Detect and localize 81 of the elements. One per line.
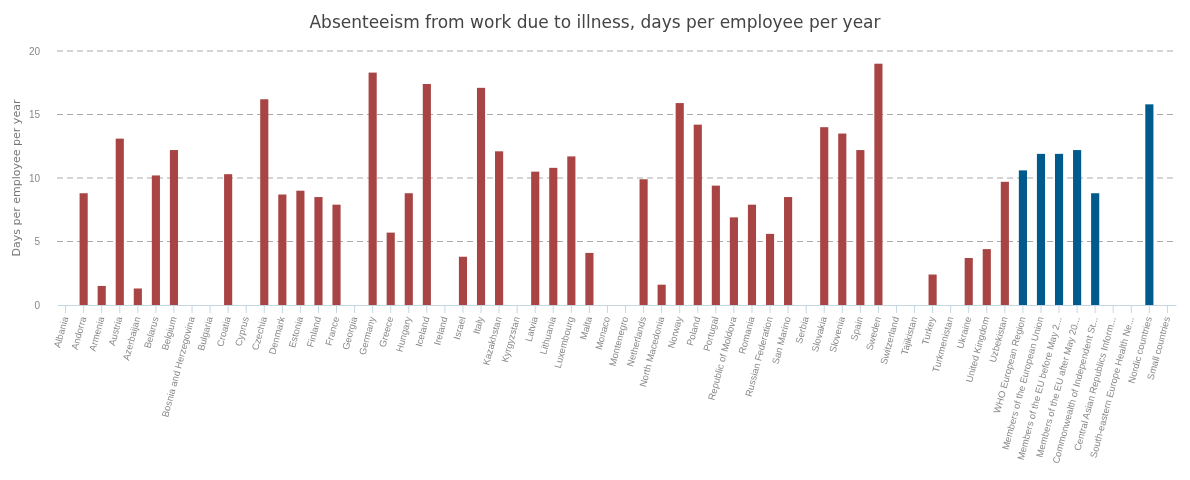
x-tick-label: Estonia xyxy=(286,314,306,349)
x-tick-label: Malta xyxy=(577,314,595,341)
bar xyxy=(332,204,341,305)
bar xyxy=(856,150,865,305)
bar xyxy=(1073,150,1082,305)
x-tick-label: France xyxy=(322,315,342,347)
x-tick-label: Belarus xyxy=(141,315,161,350)
bar xyxy=(874,63,883,305)
y-tick-label: 0 xyxy=(34,299,41,311)
bar xyxy=(1091,193,1100,305)
x-tick-label: Austria xyxy=(106,314,125,347)
x-tick-label: Italy xyxy=(470,315,486,336)
x-tick-label: Israel xyxy=(450,315,468,341)
bar xyxy=(314,197,323,305)
bar xyxy=(820,127,829,305)
x-tick-label: Spain xyxy=(848,315,865,342)
bar xyxy=(964,258,973,305)
x-tick-label: Ireland xyxy=(431,315,450,347)
x-tick-label: Norway xyxy=(665,315,685,350)
bar xyxy=(747,204,757,305)
x-tick-label: Iceland xyxy=(412,315,432,348)
bar xyxy=(693,124,702,305)
y-axis-title: Days per employee per year xyxy=(10,99,23,257)
bar xyxy=(133,288,142,305)
x-tick-label: Greece xyxy=(376,315,396,349)
x-tick-label: Finland xyxy=(304,315,324,349)
bar xyxy=(495,151,504,305)
bar xyxy=(368,72,377,305)
y-tick-label: 10 xyxy=(28,172,41,184)
bar xyxy=(169,150,179,305)
bar xyxy=(151,175,160,305)
x-tick-label: Cyprus xyxy=(232,315,251,348)
bar xyxy=(1145,104,1154,305)
bar xyxy=(1000,181,1009,305)
bar xyxy=(386,232,395,305)
x-tick-label: Georgia xyxy=(339,314,360,351)
bar xyxy=(784,197,793,305)
bar xyxy=(476,87,486,305)
x-tick-label: Serbia xyxy=(793,314,811,345)
x-tick-label: Monaco xyxy=(592,315,613,351)
x-tick-label: Tajikistan xyxy=(898,315,920,356)
chart-title: Absenteeism from work due to illness, days per employee per year xyxy=(309,12,881,32)
bar xyxy=(765,233,775,305)
x-tick-label: Albania xyxy=(51,314,71,349)
bar xyxy=(278,194,287,305)
x-tick-label: Ukraine xyxy=(954,315,974,350)
x-tick-label: Andorra xyxy=(68,314,89,351)
bar xyxy=(422,84,431,305)
bar xyxy=(928,274,937,305)
bar xyxy=(585,252,594,305)
bar xyxy=(711,185,720,305)
x-tick-label: Sweden xyxy=(863,315,884,352)
x-tick-label: Belgium xyxy=(159,315,179,352)
bar xyxy=(1036,153,1046,305)
bar xyxy=(729,217,738,305)
bar xyxy=(982,249,991,305)
y-tick-label: 20 xyxy=(28,45,41,57)
bar xyxy=(79,193,88,305)
x-tick-label: Portugal xyxy=(700,315,721,353)
bar xyxy=(1018,170,1027,305)
bar xyxy=(1054,153,1064,305)
x-tick-label: Armenia xyxy=(86,314,107,353)
bar xyxy=(549,167,558,305)
bar xyxy=(97,285,106,305)
bar xyxy=(657,284,666,305)
x-tick-label: Bulgaria xyxy=(195,314,215,352)
bar xyxy=(838,133,847,305)
bar xyxy=(260,99,269,305)
bar xyxy=(224,174,233,305)
bar xyxy=(531,171,540,305)
y-tick-label: 5 xyxy=(34,236,41,248)
x-tick-label: Croatia xyxy=(214,314,233,348)
bar xyxy=(115,138,124,305)
bar xyxy=(567,156,576,305)
bar xyxy=(458,256,468,305)
x-tick-label: Poland xyxy=(684,315,703,347)
bar xyxy=(675,103,684,305)
bar xyxy=(639,179,648,305)
bar xyxy=(296,190,305,305)
bar xyxy=(404,193,413,305)
y-tick-label: 15 xyxy=(28,109,41,121)
